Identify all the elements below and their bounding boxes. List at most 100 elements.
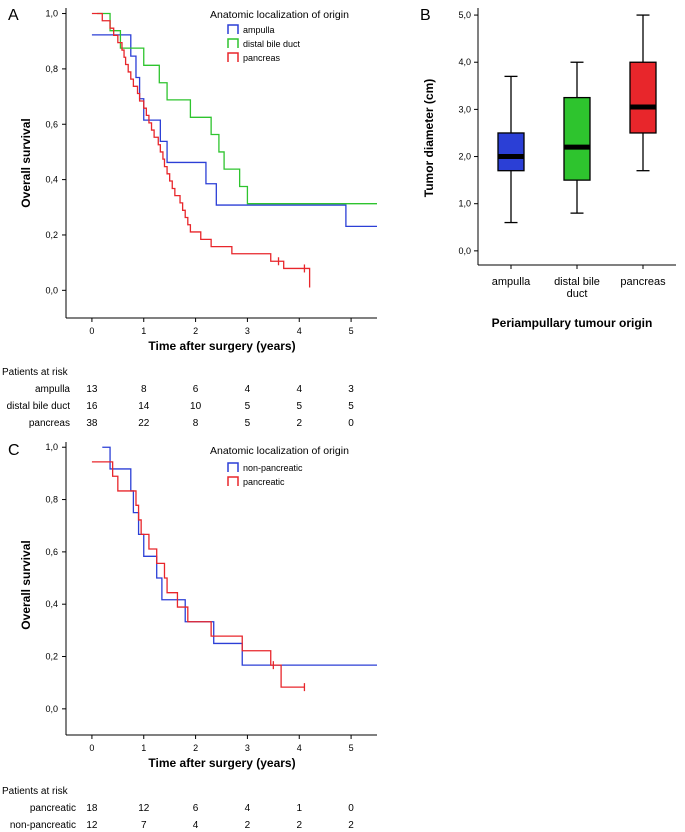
legend-label: pancreas xyxy=(243,53,281,63)
km-line-pancreas xyxy=(91,12,311,288)
y-tick-label: 2,0 xyxy=(458,152,471,162)
risk-count: 5 xyxy=(245,418,251,429)
panel-a-risk-title: Patients at risk xyxy=(2,367,69,378)
box-pancreas xyxy=(629,61,657,134)
panel-c-legend-title: Anatomic localization of origin xyxy=(210,445,349,457)
x-tick-label: 5 xyxy=(349,743,354,753)
risk-count: 8 xyxy=(141,384,147,395)
panel-c-letter: C xyxy=(8,442,20,459)
risk-count: 0 xyxy=(348,418,354,429)
panel-c-x-ticks: 0 1 2 3 4 5 xyxy=(89,735,354,753)
box-ampulla xyxy=(497,132,525,172)
km-line-pancreatic xyxy=(91,461,305,688)
legend-swatch xyxy=(227,462,239,472)
risk-count: 2 xyxy=(296,820,302,831)
panel-b-x-axis-title: Periampullary tumour origin xyxy=(492,316,653,330)
category-label: duct xyxy=(567,288,588,300)
panel-c-y-axis-title: Overall survival xyxy=(19,540,33,629)
risk-row-label: distal bile duct xyxy=(7,401,71,412)
risk-count: 8 xyxy=(193,418,199,429)
risk-count: 4 xyxy=(245,803,251,814)
box-distal-bile-duct xyxy=(563,96,591,181)
x-tick-label: 0 xyxy=(89,743,94,753)
risk-count: 5 xyxy=(348,401,354,412)
x-tick-label: 5 xyxy=(349,326,354,336)
risk-count: 4 xyxy=(193,820,199,831)
panel-a-series xyxy=(91,12,377,288)
panel-a-legend-title: Anatomic localization of origin xyxy=(210,9,349,21)
y-tick-label: 1,0 xyxy=(45,9,58,19)
y-tick-label: 0,8 xyxy=(45,495,58,505)
risk-count: 10 xyxy=(190,401,202,412)
legend-label: non-pancreatic xyxy=(243,463,303,473)
km-line-distal-bile-duct xyxy=(97,12,377,205)
risk-count: 14 xyxy=(138,401,150,412)
y-tick-label: 0,6 xyxy=(45,547,58,557)
risk-count: 1 xyxy=(296,803,302,814)
category-label: ampulla xyxy=(492,276,531,288)
legend-swatch xyxy=(227,52,239,62)
risk-row-label: non-pancreatic xyxy=(10,820,76,831)
risk-count: 5 xyxy=(245,401,251,412)
x-tick-label: 1 xyxy=(141,326,146,336)
x-tick-label: 3 xyxy=(245,326,250,336)
category-label: pancreas xyxy=(620,276,666,288)
y-tick-label: 0,4 xyxy=(45,175,58,185)
risk-count: 18 xyxy=(86,803,98,814)
risk-row-label: pancreatic xyxy=(30,803,76,814)
x-tick-label: 2 xyxy=(193,743,198,753)
panel-c-series xyxy=(91,446,377,692)
risk-count: 2 xyxy=(296,418,302,429)
x-tick-label: 3 xyxy=(245,743,250,753)
y-tick-label: 0,6 xyxy=(45,119,58,129)
y-tick-label: 0,0 xyxy=(45,704,58,714)
panel-c-x-axis-title: Time after surgery (years) xyxy=(148,756,295,770)
panel-a-y-ticks: 0,0 0,2 0,4 0,6 0,8 1,0 xyxy=(45,9,66,295)
legend-label: distal bile duct xyxy=(243,39,301,49)
y-tick-label: 3,0 xyxy=(458,104,471,114)
x-tick-label: 0 xyxy=(89,326,94,336)
panel-c-legend: Anatomic localization of origin non-panc… xyxy=(210,445,349,487)
risk-count: 3 xyxy=(348,384,354,395)
risk-count: 6 xyxy=(193,803,199,814)
y-tick-label: 1,0 xyxy=(458,199,471,209)
panel-a-x-axis-title: Time after surgery (years) xyxy=(148,339,295,353)
panel-a-risk-table: Patients at risk ampulla 13 8 6 4 4 3 distal bi… xyxy=(2,367,354,429)
x-tick-label: 1 xyxy=(141,743,146,753)
panel-a-legend: Anatomic localization of origin ampulla d… xyxy=(210,9,349,63)
risk-count: 5 xyxy=(296,401,302,412)
panel-a-letter: A xyxy=(8,7,19,24)
panel-c-y-ticks: 0,0 0,2 0,4 0,6 0,8 1,0 xyxy=(45,442,66,714)
risk-count: 4 xyxy=(245,384,251,395)
y-tick-label: 1,0 xyxy=(45,442,58,452)
panel-a-km-plot: A 0,0 0,2 0,4 0,6 0,8 1,0 0 1 2 3 4 5 Overall surv… xyxy=(2,7,377,429)
risk-count: 16 xyxy=(86,401,98,412)
risk-count: 6 xyxy=(193,384,199,395)
risk-count: 12 xyxy=(138,803,150,814)
risk-count: 0 xyxy=(348,803,354,814)
risk-count: 12 xyxy=(86,820,98,831)
risk-row-label: pancreas xyxy=(29,418,70,429)
risk-count: 38 xyxy=(86,418,98,429)
y-tick-label: 0,0 xyxy=(458,246,471,256)
y-tick-label: 0,0 xyxy=(45,285,58,295)
risk-count: 2 xyxy=(348,820,354,831)
y-tick-label: 0,2 xyxy=(45,230,58,240)
panel-a-y-axis-title: Overall survival xyxy=(19,118,33,207)
risk-count: 22 xyxy=(138,418,150,429)
y-tick-label: 0,2 xyxy=(45,652,58,662)
y-tick-label: 4,0 xyxy=(458,57,471,67)
risk-count: 2 xyxy=(245,820,251,831)
km-line-non-pancreatic xyxy=(102,446,377,666)
km-line-ampulla xyxy=(91,34,377,228)
legend-swatch xyxy=(227,24,239,34)
panel-b-y-ticks: 0,0 1,0 2,0 3,0 4,0 5,0 xyxy=(458,10,478,256)
x-tick-label: 4 xyxy=(297,326,302,336)
risk-count: 7 xyxy=(141,820,147,831)
panel-c-risk-table: Patients at risk pancreatic 18 12 6 4 1 0 non-p… xyxy=(2,786,354,831)
legend-label: pancreatic xyxy=(243,477,285,487)
panel-b-boxes xyxy=(497,14,657,224)
